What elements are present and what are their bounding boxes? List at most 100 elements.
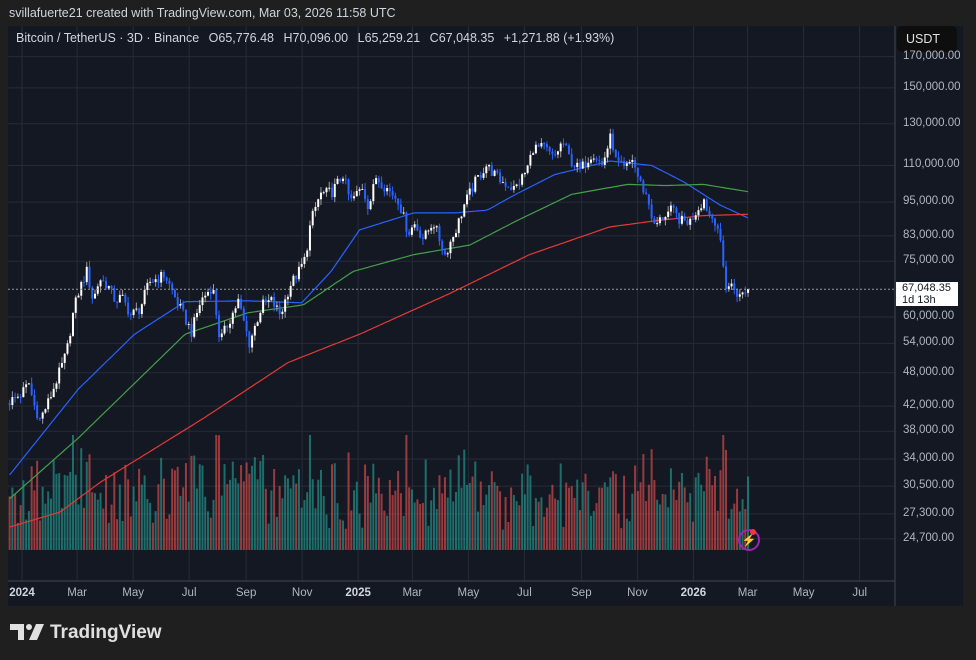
chart-panel[interactable]: [8, 26, 963, 606]
candle-body: [496, 170, 499, 173]
candle-body: [661, 217, 664, 220]
volume-bar: [135, 501, 138, 550]
price-chart[interactable]: [8, 26, 963, 606]
volume-bar: [339, 519, 342, 550]
candle-body: [129, 314, 132, 316]
candle-body: [689, 218, 692, 225]
volume-bar: [474, 461, 477, 550]
candle-body: [284, 299, 287, 312]
volume-bar: [94, 493, 97, 550]
volume-bar: [545, 507, 548, 550]
volume-bar: [220, 495, 223, 550]
volume-bar: [308, 435, 311, 550]
volume-bar: [460, 487, 463, 550]
volume-bar: [333, 463, 336, 550]
candle-body: [631, 159, 634, 162]
last-price-label: 67,048.35 1d 13h: [896, 282, 958, 306]
volume-bar: [441, 493, 444, 550]
candle-body: [466, 194, 469, 205]
candle-body: [452, 236, 455, 242]
candle-body: [273, 297, 276, 307]
volume-bar: [612, 471, 615, 550]
volume-bar: [432, 487, 435, 550]
candle-body: [526, 165, 529, 173]
volume-bar: [256, 479, 259, 550]
candle-body: [375, 178, 378, 185]
volume-bar: [559, 463, 562, 550]
tradingview-logo[interactable]: TradingView: [10, 622, 162, 644]
volume-bar: [237, 483, 240, 550]
candle-body: [419, 230, 422, 238]
candle-body: [741, 292, 744, 295]
time-tick-label: Jul: [852, 587, 868, 599]
tradingview-logo-icon: [10, 624, 44, 640]
candle-body: [697, 210, 700, 216]
volume-bar: [226, 484, 229, 550]
candle-body: [493, 170, 496, 176]
volume-bar: [372, 463, 375, 550]
candle-body: [738, 294, 741, 297]
candle-body: [402, 212, 405, 214]
candle-body: [82, 281, 85, 283]
volume-bar: [355, 481, 358, 550]
candle-body: [253, 325, 256, 336]
candle-body: [421, 237, 424, 239]
candle-body: [391, 191, 394, 196]
volume-bar: [162, 478, 165, 550]
price-tick-label: 110,000.00: [903, 158, 960, 171]
volume-bar: [691, 521, 694, 550]
candle-body: [99, 280, 102, 287]
volume-bar: [187, 501, 190, 550]
volume-bar: [452, 501, 455, 550]
currency-button[interactable]: USDT: [897, 26, 957, 52]
candle-body: [198, 305, 201, 313]
volume-bar: [297, 469, 300, 550]
candle-body: [237, 298, 240, 309]
volume-bar: [669, 468, 672, 550]
candle-body: [289, 285, 292, 297]
candle-body: [441, 241, 444, 251]
candle-body: [264, 299, 267, 302]
candle-body: [540, 143, 543, 147]
candle-body: [744, 292, 747, 294]
volume-bar: [672, 489, 675, 550]
candle-body: [173, 290, 176, 297]
volume-bar: [424, 459, 427, 550]
volume-bar: [253, 457, 256, 550]
candle-body: [55, 383, 58, 389]
volume-bar: [99, 492, 102, 550]
volume-bar: [510, 487, 513, 550]
volume-bar: [689, 493, 692, 550]
candle-body: [523, 172, 526, 175]
volume-bar: [88, 454, 91, 550]
candle-body: [248, 331, 251, 348]
candle-body: [358, 189, 361, 191]
candle-body: [275, 305, 278, 307]
candle-body: [645, 192, 648, 195]
candle-body: [543, 143, 546, 145]
volume-bar: [344, 528, 347, 550]
volume-bar: [49, 498, 52, 550]
volume-bar: [380, 493, 383, 550]
candle-body: [650, 204, 653, 219]
candle-body: [534, 144, 537, 154]
volume-bar: [143, 475, 146, 550]
volume-bar: [639, 482, 642, 550]
candle-body: [416, 224, 419, 231]
volume-bar: [165, 518, 168, 550]
volume-bar: [138, 468, 141, 550]
candle-body: [620, 160, 623, 162]
volume-bar: [507, 522, 510, 550]
volume-bar: [711, 485, 714, 550]
volume-bar: [295, 483, 298, 550]
volume-bar: [179, 495, 182, 550]
volume-bar: [587, 490, 590, 550]
candle-body: [195, 312, 198, 318]
volume-bar: [606, 486, 609, 550]
candle-body: [567, 145, 570, 155]
lightning-icon[interactable]: ⚡: [738, 529, 760, 551]
candle-body: [408, 231, 411, 235]
volume-bar: [325, 514, 328, 550]
candle-body: [727, 286, 730, 290]
price-tick-label: 30,500.00: [903, 479, 955, 492]
